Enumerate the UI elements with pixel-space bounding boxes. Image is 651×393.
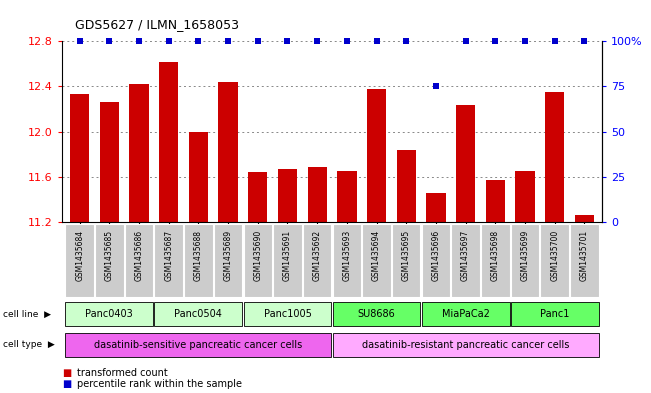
- Bar: [243, 303, 331, 326]
- Bar: [396, 150, 416, 222]
- Text: GSM1435690: GSM1435690: [253, 230, 262, 281]
- Text: ■: ■: [62, 367, 71, 378]
- Text: GSM1435687: GSM1435687: [164, 230, 173, 281]
- Text: cell line  ▶: cell line ▶: [3, 310, 51, 319]
- Text: GSM1435693: GSM1435693: [342, 230, 352, 281]
- Text: cell type  ▶: cell type ▶: [3, 340, 55, 349]
- Text: GSM1435686: GSM1435686: [135, 230, 143, 281]
- Bar: [422, 224, 450, 297]
- Text: ■: ■: [62, 379, 71, 389]
- Bar: [154, 303, 242, 326]
- Bar: [273, 224, 301, 297]
- Bar: [333, 224, 361, 297]
- Text: Panc0504: Panc0504: [174, 309, 223, 319]
- Bar: [70, 94, 89, 222]
- Bar: [486, 180, 505, 222]
- Bar: [570, 224, 599, 297]
- Bar: [95, 224, 124, 297]
- Text: dasatinib-sensitive pancreatic cancer cells: dasatinib-sensitive pancreatic cancer ce…: [94, 340, 303, 350]
- Text: GDS5627 / ILMN_1658053: GDS5627 / ILMN_1658053: [75, 18, 239, 31]
- Bar: [575, 215, 594, 222]
- Bar: [159, 62, 178, 222]
- Text: dasatinib-resistant pancreatic cancer cells: dasatinib-resistant pancreatic cancer ce…: [362, 340, 569, 350]
- Text: Panc1: Panc1: [540, 309, 570, 319]
- Bar: [189, 132, 208, 222]
- Text: GSM1435700: GSM1435700: [550, 230, 559, 281]
- Bar: [456, 105, 475, 222]
- Text: GSM1435698: GSM1435698: [491, 230, 500, 281]
- Text: GSM1435701: GSM1435701: [580, 230, 589, 281]
- Bar: [481, 224, 510, 297]
- Text: MiaPaCa2: MiaPaCa2: [441, 309, 490, 319]
- Text: GSM1435689: GSM1435689: [223, 230, 232, 281]
- Bar: [214, 224, 242, 297]
- Text: percentile rank within the sample: percentile rank within the sample: [77, 379, 242, 389]
- Bar: [307, 167, 327, 222]
- Text: GSM1435696: GSM1435696: [432, 230, 441, 281]
- Bar: [303, 224, 331, 297]
- Bar: [65, 333, 331, 356]
- Text: GSM1435685: GSM1435685: [105, 230, 114, 281]
- Text: GSM1435694: GSM1435694: [372, 230, 381, 281]
- Bar: [540, 224, 569, 297]
- Bar: [511, 224, 539, 297]
- Text: Panc0403: Panc0403: [85, 309, 133, 319]
- Bar: [367, 89, 386, 222]
- Bar: [184, 224, 213, 297]
- Bar: [125, 224, 153, 297]
- Text: GSM1435684: GSM1435684: [75, 230, 84, 281]
- Bar: [243, 224, 272, 297]
- Bar: [392, 224, 421, 297]
- Bar: [333, 333, 599, 356]
- Bar: [154, 224, 183, 297]
- Bar: [337, 171, 357, 222]
- Bar: [363, 224, 391, 297]
- Bar: [333, 303, 421, 326]
- Bar: [516, 171, 534, 222]
- Text: GSM1435692: GSM1435692: [312, 230, 322, 281]
- Text: GSM1435688: GSM1435688: [194, 230, 203, 281]
- Bar: [545, 92, 564, 222]
- Bar: [130, 84, 148, 222]
- Bar: [451, 224, 480, 297]
- Bar: [278, 169, 297, 222]
- Text: GSM1435691: GSM1435691: [283, 230, 292, 281]
- Text: SU8686: SU8686: [357, 309, 395, 319]
- Text: GSM1435697: GSM1435697: [461, 230, 470, 281]
- Bar: [248, 173, 268, 222]
- Bar: [219, 82, 238, 222]
- Bar: [511, 303, 599, 326]
- Bar: [65, 224, 94, 297]
- Text: GSM1435695: GSM1435695: [402, 230, 411, 281]
- Bar: [65, 303, 153, 326]
- Text: GSM1435699: GSM1435699: [521, 230, 529, 281]
- Bar: [422, 303, 510, 326]
- Bar: [100, 102, 119, 222]
- Text: Panc1005: Panc1005: [264, 309, 311, 319]
- Bar: [426, 193, 445, 222]
- Text: transformed count: transformed count: [77, 367, 167, 378]
